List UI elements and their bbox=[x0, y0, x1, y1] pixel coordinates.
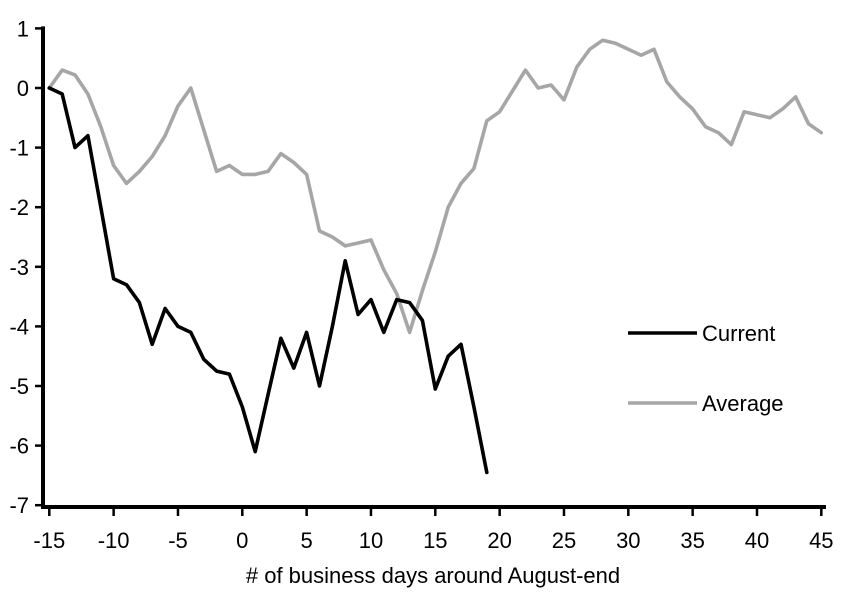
x-tick-label: -15 bbox=[33, 528, 65, 553]
y-tick-label: 1 bbox=[17, 16, 29, 41]
x-tick-label: 25 bbox=[552, 528, 576, 553]
series-line-current bbox=[47, 86, 489, 475]
series-line-average bbox=[47, 38, 824, 335]
x-axis-title: # of business days around August-end bbox=[246, 563, 620, 588]
y-tick-label: 0 bbox=[17, 76, 29, 101]
x-tick-label: -10 bbox=[98, 528, 130, 553]
y-tick-label: -6 bbox=[9, 434, 29, 459]
y-tick-label: -2 bbox=[9, 195, 29, 220]
y-tick-label: -4 bbox=[9, 314, 29, 339]
legend-label-average: Average bbox=[702, 391, 784, 416]
y-tick-label: -7 bbox=[9, 493, 29, 518]
legend: Current Average bbox=[628, 321, 784, 416]
x-tick-label: 10 bbox=[359, 528, 383, 553]
x-tick-label: 20 bbox=[487, 528, 511, 553]
y-tick-label: -3 bbox=[9, 255, 29, 280]
x-tick-label: 35 bbox=[680, 528, 704, 553]
legend-label-current: Current bbox=[702, 321, 775, 346]
x-tick-label: 30 bbox=[616, 528, 640, 553]
x-tick-label: 40 bbox=[745, 528, 769, 553]
x-tick-label: 15 bbox=[423, 528, 447, 553]
x-tick-label: 0 bbox=[236, 528, 248, 553]
y-tick-label: -5 bbox=[9, 374, 29, 399]
x-tick-label: -5 bbox=[168, 528, 188, 553]
x-tick-label: 45 bbox=[809, 528, 833, 553]
x-tick-label: 5 bbox=[301, 528, 313, 553]
y-tick-label: -1 bbox=[9, 136, 29, 161]
plot-area: 10-1-2-3-4-5-6-7-15 -10 -5 0 5 10 15 20 25 30 35 40… bbox=[9, 16, 833, 553]
